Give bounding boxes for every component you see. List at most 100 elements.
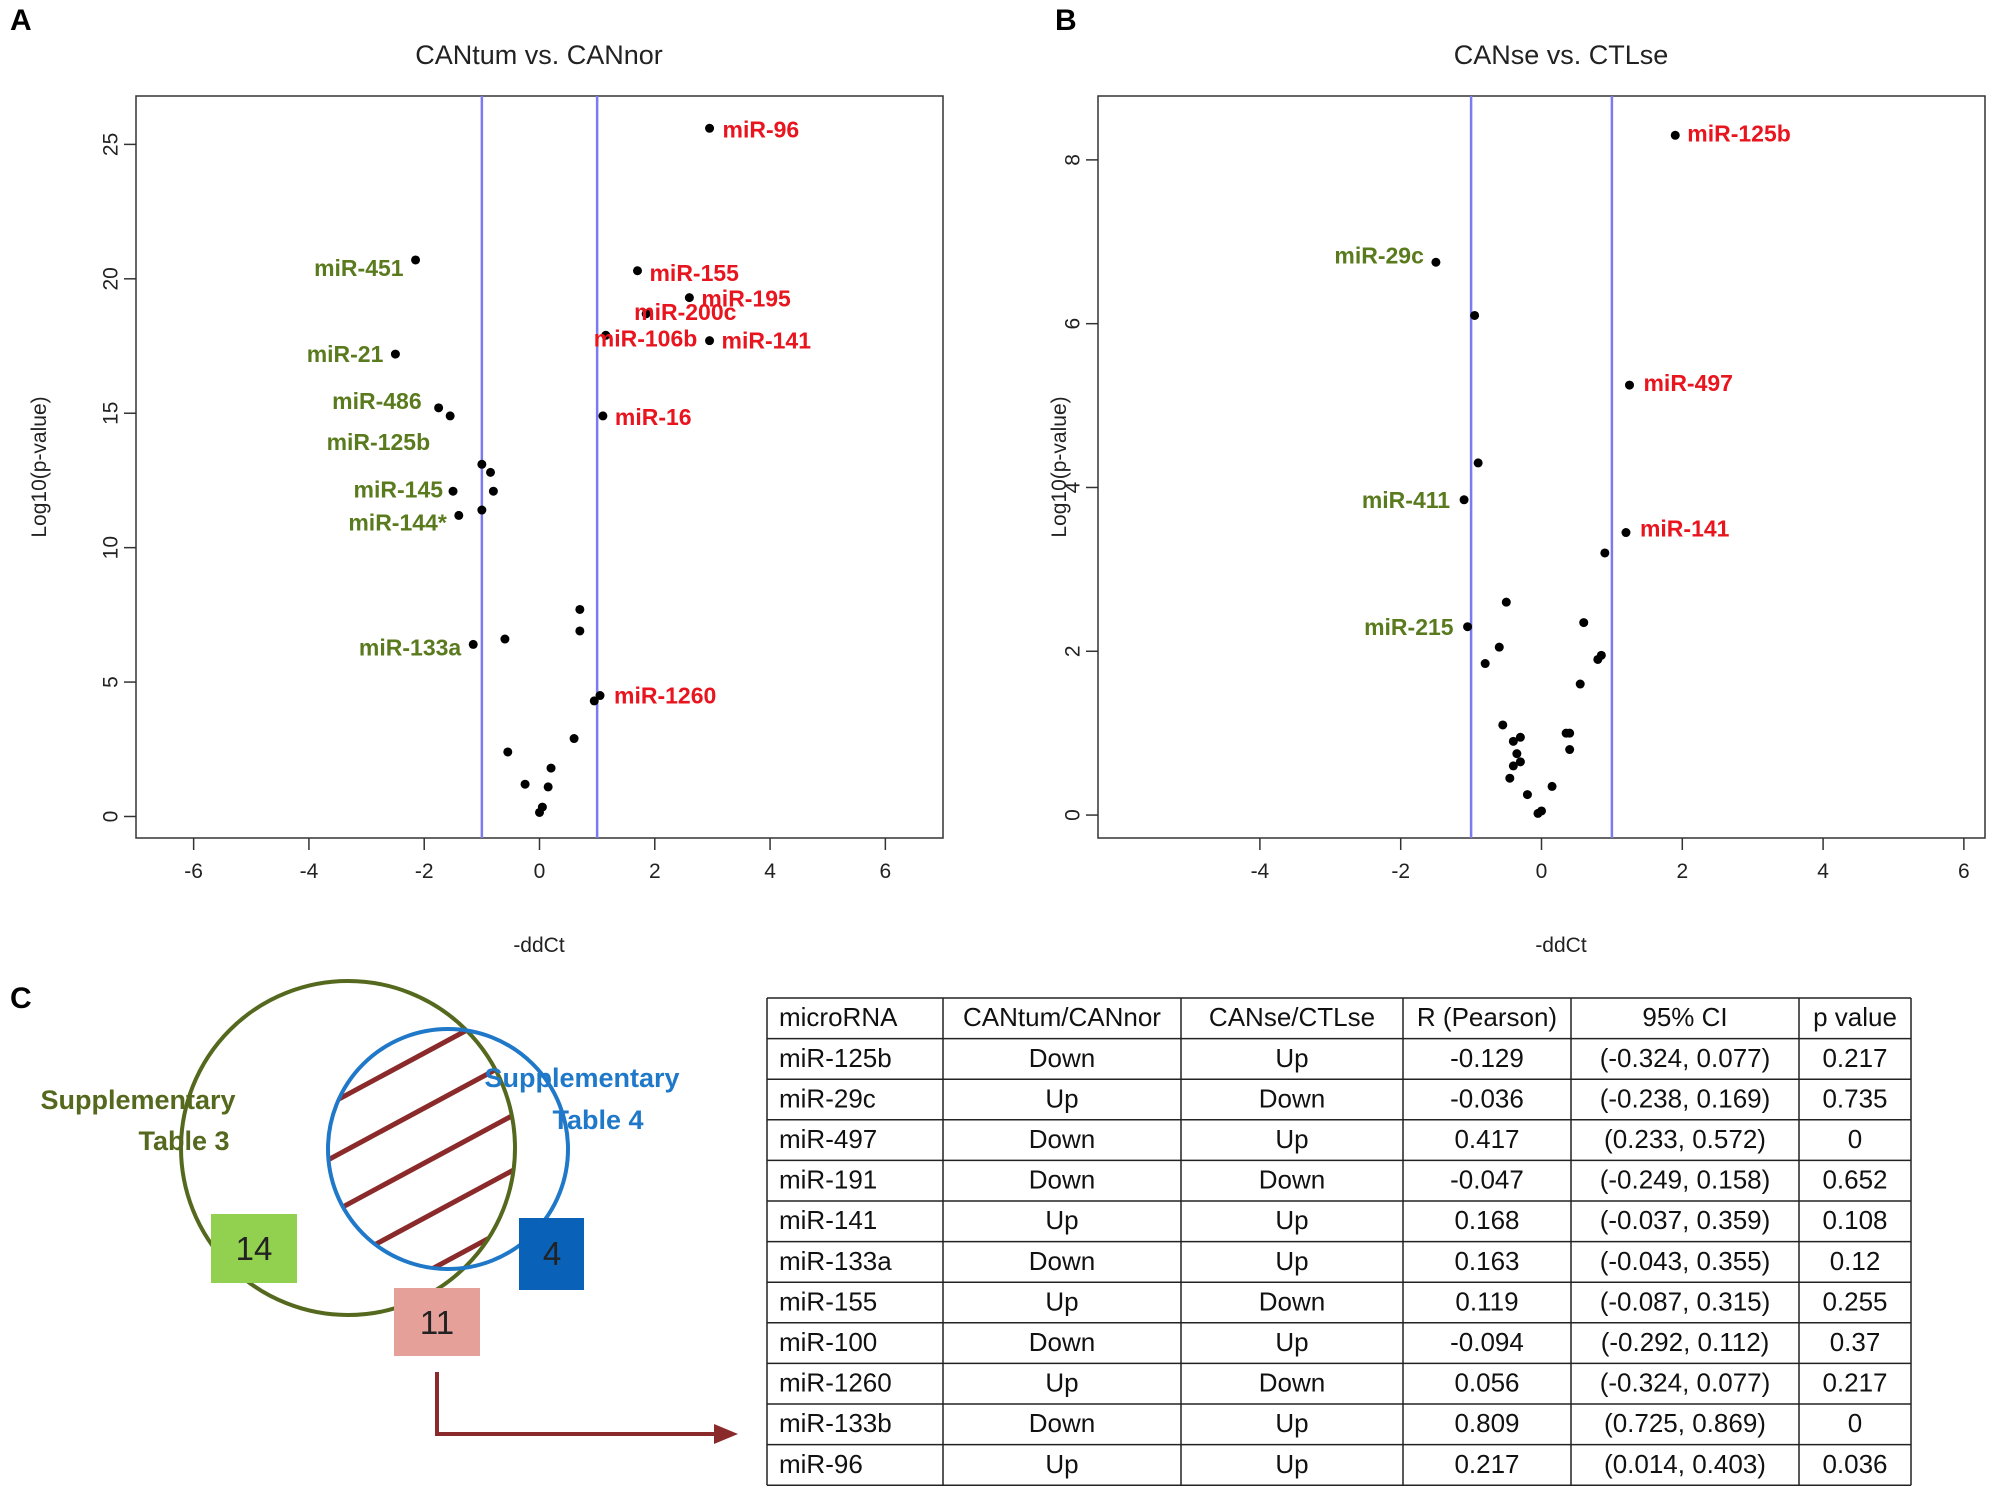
table-cell: miR-155 <box>779 1286 877 1316</box>
x-tick-label: 0 <box>534 860 546 883</box>
x-tick-label: 4 <box>1817 860 1829 883</box>
x-tick-label: -2 <box>1391 860 1410 883</box>
chart-a-xlabel: -ddCt <box>513 934 565 957</box>
table-cell: Down <box>1029 1043 1095 1073</box>
table-cell: (-0.324, 0.077) <box>1600 1043 1771 1073</box>
table-cell: 0 <box>1848 1408 1862 1438</box>
table-cell: miR-191 <box>779 1165 877 1195</box>
data-point <box>445 411 455 421</box>
data-point <box>477 505 487 515</box>
data-point <box>1522 790 1532 800</box>
table-cell: Up <box>1275 1124 1308 1154</box>
data-point <box>488 486 498 496</box>
table-cell: 0.255 <box>1822 1286 1887 1316</box>
table-cell: Up <box>1275 1205 1308 1235</box>
venn-arrow <box>435 1372 716 1436</box>
table-cell: Down <box>1029 1124 1095 1154</box>
venn-left-label-line1: Supplementary <box>40 1085 235 1115</box>
chart-a-title: CANtum vs. CANnor <box>415 40 663 70</box>
table-cell: -0.047 <box>1450 1165 1524 1195</box>
chart-a-volcano-plot: CANtum vs. CANnor -6 -4 -2 0 2 4 6 0 5 10 15 20 25 mi… <box>28 40 944 957</box>
venn-left-only-box <box>211 1214 297 1283</box>
table-cell: Down <box>1259 1083 1325 1113</box>
data-point <box>1463 622 1473 632</box>
data-point <box>575 604 585 614</box>
table-cell: Down <box>1029 1327 1095 1357</box>
table-cell: (-0.238, 0.169) <box>1600 1083 1771 1113</box>
y-tick-label: 10 <box>100 536 123 559</box>
table-cell: 0.217 <box>1822 1043 1887 1073</box>
hatch-line <box>300 1365 560 1491</box>
data-point <box>1501 597 1511 607</box>
data-point <box>705 336 715 346</box>
point-label: miR-486 <box>332 388 421 414</box>
chart-b-title: CANse vs. CTLse <box>1454 40 1669 70</box>
table-cell: Up <box>1275 1246 1308 1276</box>
table-cell: Down <box>1029 1246 1095 1276</box>
point-label: miR-195 <box>701 286 791 312</box>
data-point <box>390 349 400 359</box>
x-tick-label: 4 <box>764 860 776 883</box>
x-tick-label: 6 <box>1958 860 1970 883</box>
point-label: miR-145 <box>354 476 444 502</box>
point-label: miR-497 <box>1643 370 1732 396</box>
y-tick-label: 25 <box>100 133 123 156</box>
data-point <box>543 782 553 792</box>
table-cell: 0.168 <box>1454 1205 1519 1235</box>
venn-left-label-line2: Table 3 <box>138 1126 229 1156</box>
data-point <box>1508 761 1518 771</box>
table-cell: 0.163 <box>1454 1246 1519 1276</box>
table-cell: Up <box>1045 1368 1078 1398</box>
data-point <box>1512 749 1522 759</box>
data-point <box>535 807 544 817</box>
data-point <box>1593 654 1603 664</box>
data-point <box>1498 720 1508 730</box>
venn-overlap-box <box>394 1288 480 1356</box>
hatch-line <box>300 705 560 845</box>
data-point <box>1470 310 1480 320</box>
table-cell: 0.652 <box>1822 1165 1887 1195</box>
point-label: miR-155 <box>649 260 739 286</box>
data-point <box>1624 380 1634 390</box>
point-label: miR-141 <box>722 328 812 354</box>
data-point <box>454 510 464 520</box>
table-cell: 0 <box>1848 1124 1862 1154</box>
data-point <box>1515 732 1525 742</box>
table-cell: 0.119 <box>1455 1286 1518 1316</box>
venn-overlap-count: 11 <box>420 1304 454 1341</box>
table-cell: Up <box>1275 1449 1308 1479</box>
data-point <box>468 639 478 649</box>
table-header-cell: CANtum/CANnor <box>963 1002 1161 1032</box>
data-point <box>684 293 694 303</box>
x-tick-label: -2 <box>415 860 434 883</box>
table-cell: (-0.087, 0.315) <box>1600 1286 1771 1316</box>
data-point <box>1565 728 1575 738</box>
venn-left-circle <box>179 979 517 1317</box>
data-point <box>1533 808 1543 818</box>
data-point <box>1579 618 1589 628</box>
chart-b-volcano-plot: CANse vs. CTLse -4 -2 0 2 4 6 0 2 4 6 8 miR-125b miR… <box>1048 40 1986 957</box>
y-tick-label: 2 <box>1062 645 1085 657</box>
data-point <box>595 691 605 701</box>
data-point <box>486 467 496 477</box>
y-tick-label: 8 <box>1062 154 1085 166</box>
data-point <box>641 309 651 319</box>
data-point <box>448 486 458 496</box>
table-cell: 0.417 <box>1454 1124 1519 1154</box>
chart-b-ylabel: Log10(p-value) <box>1048 396 1071 537</box>
table-header-cell: microRNA <box>779 1002 898 1032</box>
table-cell: miR-125b <box>779 1043 892 1073</box>
table-cell: 0.809 <box>1454 1408 1519 1438</box>
table-cell: 0.12 <box>1830 1246 1881 1276</box>
hatch-line <box>328 1029 515 1123</box>
table-cell: (-0.037, 0.359) <box>1600 1205 1771 1235</box>
data-point <box>477 459 487 469</box>
point-label: miR-16 <box>615 404 692 430</box>
table-cell: Up <box>1275 1043 1308 1073</box>
table-cell: Down <box>1259 1286 1325 1316</box>
point-label: miR-106b <box>594 325 698 351</box>
data-point <box>632 266 642 276</box>
table-cell: (-0.249, 0.158) <box>1600 1165 1771 1195</box>
hatch-line <box>328 1087 515 1233</box>
correlation-table: microRNA CANtum/CANnor CANse/CTLse R (Pears… <box>766 997 1912 1486</box>
